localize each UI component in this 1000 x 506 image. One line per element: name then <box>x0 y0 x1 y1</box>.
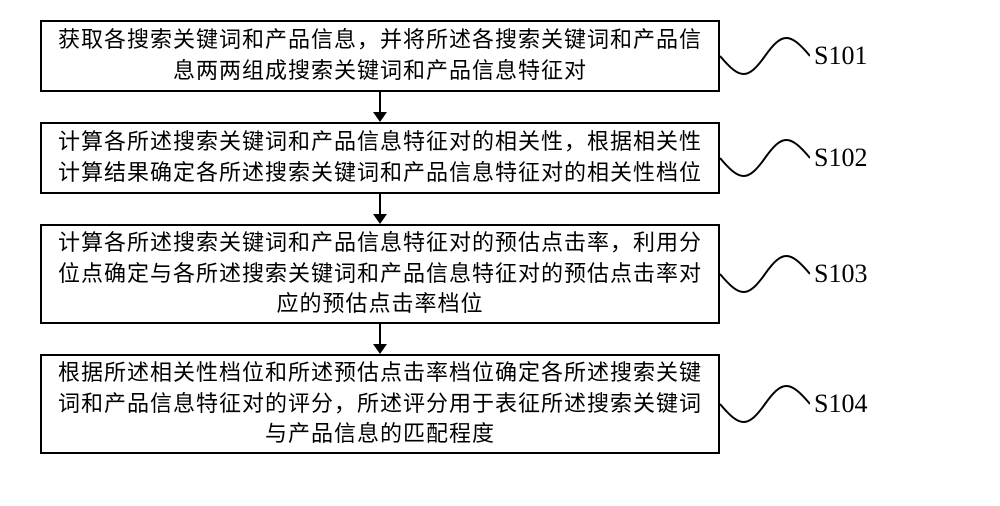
arrow-down-icon <box>370 194 390 224</box>
step-label: S101 <box>814 41 867 71</box>
step-label: S103 <box>814 259 867 289</box>
curve-connector <box>720 380 810 428</box>
step-row: 计算各所述搜索关键词和产品信息特征对的相关性，根据相关性计算结果确定各所述搜索关… <box>40 122 960 194</box>
step-row: 计算各所述搜索关键词和产品信息特征对的预估点击率，利用分位点确定与各所述搜索关键… <box>40 224 960 324</box>
arrow-wrap <box>40 92 720 122</box>
curve-connector <box>720 32 810 80</box>
step-text: 计算各所述搜索关键词和产品信息特征对的相关性，根据相关性计算结果确定各所述搜索关… <box>58 127 702 189</box>
curve-connector <box>720 134 810 182</box>
step-row: 根据所述相关性档位和所述预估点击率档位确定各所述搜索关键词和产品信息特征对的评分… <box>40 354 960 454</box>
flowchart-container: 获取各搜索关键词和产品信息，并将所述各搜索关键词和产品信息两两组成搜索关键词和产… <box>40 20 960 454</box>
step-box-s103: 计算各所述搜索关键词和产品信息特征对的预估点击率，利用分位点确定与各所述搜索关键… <box>40 224 720 324</box>
label-cell: S102 <box>720 134 920 182</box>
step-box-s101: 获取各搜索关键词和产品信息，并将所述各搜索关键词和产品信息两两组成搜索关键词和产… <box>40 20 720 92</box>
step-text: 根据所述相关性档位和所述预估点击率档位确定各所述搜索关键词和产品信息特征对的评分… <box>58 358 702 450</box>
arrow-wrap <box>40 324 720 354</box>
step-box-s102: 计算各所述搜索关键词和产品信息特征对的相关性，根据相关性计算结果确定各所述搜索关… <box>40 122 720 194</box>
step-label: S102 <box>814 143 867 173</box>
label-cell: S101 <box>720 32 920 80</box>
step-text: 计算各所述搜索关键词和产品信息特征对的预估点击率，利用分位点确定与各所述搜索关键… <box>58 228 702 320</box>
arrow-down-icon <box>370 324 390 354</box>
arrow-down-icon <box>370 92 390 122</box>
step-box-s104: 根据所述相关性档位和所述预估点击率档位确定各所述搜索关键词和产品信息特征对的评分… <box>40 354 720 454</box>
label-cell: S104 <box>720 380 920 428</box>
label-cell: S103 <box>720 250 920 298</box>
step-row: 获取各搜索关键词和产品信息，并将所述各搜索关键词和产品信息两两组成搜索关键词和产… <box>40 20 960 92</box>
arrow-wrap <box>40 194 720 224</box>
step-text: 获取各搜索关键词和产品信息，并将所述各搜索关键词和产品信息两两组成搜索关键词和产… <box>58 25 702 87</box>
curve-connector <box>720 250 810 298</box>
step-label: S104 <box>814 389 867 419</box>
